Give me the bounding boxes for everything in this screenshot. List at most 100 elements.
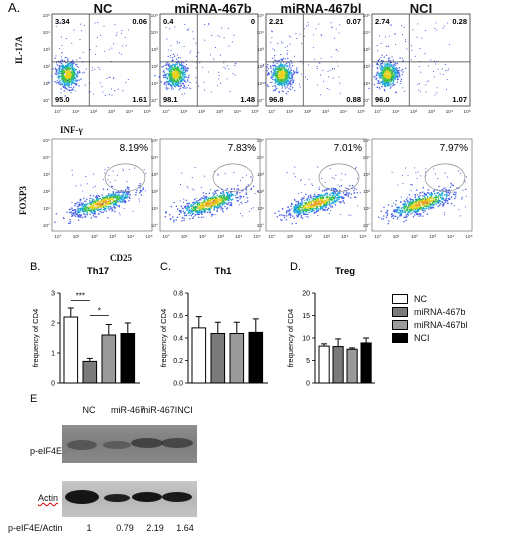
event-dot xyxy=(108,192,110,195)
event-dot xyxy=(281,73,283,75)
event-dot xyxy=(169,83,172,86)
event-dot xyxy=(281,87,283,89)
event-dot xyxy=(399,215,401,217)
event-dot xyxy=(217,207,220,209)
event-dot xyxy=(417,195,420,198)
event-dot xyxy=(224,199,226,201)
event-dot xyxy=(120,195,123,198)
event-dot xyxy=(168,73,171,75)
event-dot xyxy=(347,188,349,190)
event-dot xyxy=(100,34,102,36)
event-dot xyxy=(78,70,81,72)
event-dot xyxy=(165,86,168,88)
event-dot xyxy=(395,68,397,71)
event-dot xyxy=(271,73,273,76)
event-dot xyxy=(202,66,204,68)
event-dot xyxy=(184,206,186,209)
event-dot xyxy=(395,33,397,35)
event-dot xyxy=(398,69,400,72)
event-dot xyxy=(300,73,302,75)
event-dot xyxy=(274,89,276,92)
event-dot xyxy=(187,80,189,82)
event-dot xyxy=(286,66,288,68)
event-dot xyxy=(90,211,93,213)
event-dot xyxy=(339,92,341,94)
quadrant-ul: 3.34 xyxy=(55,17,70,26)
event-dot xyxy=(388,220,390,222)
event-dot xyxy=(71,209,74,212)
event-dot xyxy=(313,195,315,198)
event-dot xyxy=(72,69,75,72)
event-dot xyxy=(328,199,330,201)
event-dot xyxy=(303,195,305,197)
event-dot xyxy=(432,198,434,200)
event-dot xyxy=(446,22,449,24)
event-dot xyxy=(57,76,59,78)
event-dot xyxy=(66,71,68,74)
event-dot xyxy=(448,68,450,70)
event-dot xyxy=(124,194,127,196)
event-dot xyxy=(89,213,91,216)
event-dot xyxy=(91,205,93,207)
event-dot xyxy=(95,216,98,218)
event-dot xyxy=(282,82,284,84)
event-dot xyxy=(290,205,292,207)
event-dot xyxy=(182,201,185,203)
event-dot xyxy=(239,212,241,214)
event-dot xyxy=(180,66,183,69)
event-dot xyxy=(236,189,238,191)
event-dot xyxy=(335,49,337,51)
event-dot xyxy=(317,195,320,198)
event-dot xyxy=(289,84,291,86)
event-dot xyxy=(397,216,399,219)
event-dot xyxy=(284,85,286,87)
event-dot xyxy=(200,187,202,189)
event-dot xyxy=(92,67,94,69)
event-dot xyxy=(233,64,236,67)
event-dot xyxy=(169,56,172,58)
event-dot xyxy=(386,214,389,217)
event-dot xyxy=(278,76,280,79)
event-dot xyxy=(390,83,392,86)
event-dot xyxy=(192,202,194,204)
event-dot xyxy=(340,179,342,181)
event-dot xyxy=(69,77,71,79)
event-dot xyxy=(227,203,229,206)
event-dot xyxy=(328,196,331,198)
event-dot xyxy=(199,198,201,201)
event-dot xyxy=(109,207,112,210)
event-dot xyxy=(199,206,201,208)
event-dot xyxy=(230,198,233,201)
event-dot xyxy=(178,213,181,216)
event-dot xyxy=(223,62,225,64)
event-dot xyxy=(394,68,396,71)
event-dot xyxy=(239,191,241,194)
event-dot xyxy=(294,203,297,206)
event-dot xyxy=(96,203,99,205)
y-tick-label: 10° xyxy=(257,98,264,104)
event-dot xyxy=(290,72,292,74)
event-dot xyxy=(291,74,293,76)
event-dot xyxy=(386,85,388,87)
event-dot xyxy=(139,200,141,202)
event-dot xyxy=(394,78,396,81)
event-dot xyxy=(113,206,116,209)
event-dot xyxy=(278,70,280,73)
event-dot xyxy=(278,210,280,212)
event-dot xyxy=(172,64,174,67)
event-dot xyxy=(276,81,278,83)
event-dot xyxy=(269,81,271,84)
event-dot xyxy=(439,73,441,75)
panel-a-letter: A. xyxy=(8,0,21,15)
event-dot xyxy=(273,65,275,67)
event-dot xyxy=(275,66,277,68)
event-dot xyxy=(126,196,128,199)
event-dot xyxy=(61,72,63,75)
event-dot xyxy=(83,24,85,26)
event-dot xyxy=(117,88,119,90)
event-dot xyxy=(172,83,174,86)
event-dot xyxy=(201,207,204,209)
y-tick-label: 10² xyxy=(363,64,370,70)
